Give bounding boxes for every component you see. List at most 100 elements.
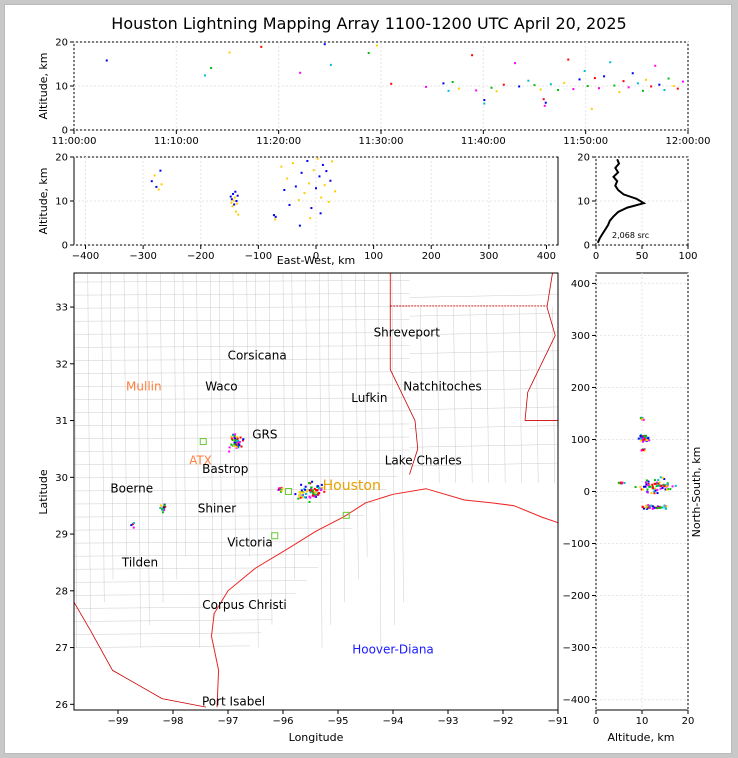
county-line — [73, 580, 307, 583]
county-line — [160, 272, 164, 603]
ew-tick-label: −100 — [245, 251, 272, 262]
altitude-tick-label: 0 — [62, 126, 68, 137]
parish-line — [535, 307, 539, 483]
county-line — [73, 593, 296, 596]
time-altitude-points — [105, 43, 684, 110]
source-point — [518, 85, 521, 88]
source-point — [661, 486, 664, 489]
longitude-tick-label: −99 — [107, 716, 128, 727]
lightning-source — [303, 496, 306, 499]
lightning-source — [311, 494, 314, 497]
lightning-source — [320, 488, 323, 491]
ew-altitude-panel: −400 −300 −200 −100 0 100 200 300 400 0 10 20 Altit… — [37, 153, 559, 267]
station-marker — [342, 511, 350, 519]
city-label: Houston — [323, 478, 381, 494]
source-point — [471, 54, 474, 57]
lightning-source — [301, 496, 304, 499]
source-point — [235, 200, 238, 202]
plan-view-xlabel: Longitude — [289, 731, 344, 744]
city-label: GRS — [252, 428, 277, 442]
lightning-source — [228, 446, 231, 449]
source-point — [280, 165, 283, 168]
source-point — [590, 107, 593, 110]
lightning-source — [311, 480, 314, 483]
lightning-source — [317, 486, 320, 489]
county-line — [73, 436, 410, 439]
source-point — [228, 51, 231, 54]
parish-line — [409, 462, 559, 467]
source-point — [160, 183, 163, 186]
lightning-source — [300, 483, 303, 486]
source-point — [315, 187, 317, 190]
source-point — [274, 218, 277, 221]
source-point — [651, 505, 654, 508]
source-point — [654, 482, 657, 485]
source-point — [665, 505, 668, 508]
lightning-source — [131, 523, 134, 526]
lightning-source — [160, 508, 163, 511]
county-line — [73, 462, 410, 466]
ew-altitude-ylabel: Altitude, km — [37, 167, 50, 234]
source-point — [539, 88, 542, 91]
source-point — [303, 192, 306, 195]
parish-line — [409, 350, 559, 354]
source-point — [652, 506, 655, 509]
source-point — [425, 85, 428, 88]
source-point — [645, 504, 648, 507]
lightning-source — [235, 441, 238, 444]
source-point — [578, 78, 581, 81]
source-point — [483, 99, 486, 102]
source-point — [658, 505, 661, 508]
source-point — [648, 506, 651, 509]
parish-line — [486, 307, 489, 483]
lightning-source — [323, 490, 326, 493]
parish-line — [420, 307, 423, 483]
lightning-source — [280, 489, 283, 492]
ns-tick-label: 200 — [571, 383, 590, 394]
source-point — [669, 488, 672, 491]
source-point — [475, 89, 478, 92]
longitude-tick-label: −91 — [547, 716, 568, 727]
city-labels: Shreveport Corsicana Natchitoches Mullin Wac… — [110, 326, 481, 709]
source-point — [644, 485, 647, 488]
station-marker — [199, 438, 207, 446]
lightning-source — [308, 495, 311, 498]
source-point — [651, 507, 654, 510]
source-point — [656, 505, 659, 508]
ns-altitude-ticks: 0 10 20 −400 −300 −200 −100 0 100 200 300 400 — [563, 279, 695, 727]
source-point — [653, 482, 656, 485]
source-point — [490, 86, 493, 89]
source-point — [542, 98, 545, 101]
lightning-source — [241, 439, 244, 442]
source-point — [236, 194, 239, 197]
plan-view-points — [130, 433, 326, 529]
source-point — [658, 83, 661, 86]
altitude-histogram-line — [596, 158, 647, 244]
source-point — [321, 163, 324, 166]
lightning-source — [308, 500, 311, 503]
source-point — [661, 506, 664, 509]
lightning-source — [280, 490, 283, 493]
source-point — [234, 190, 237, 193]
lightning-source — [230, 437, 233, 440]
latitude-tick-label: 30 — [55, 473, 68, 484]
county-line — [218, 272, 223, 603]
parish-line — [409, 331, 559, 336]
lightning-source — [314, 491, 317, 494]
source-point — [310, 207, 313, 210]
source-point — [641, 488, 644, 491]
longitude-tick-label: −92 — [492, 716, 513, 727]
source-point — [583, 70, 586, 73]
county-line — [173, 272, 178, 580]
source-point — [647, 437, 650, 440]
source-point — [320, 196, 323, 199]
source-point — [645, 505, 648, 508]
parish-line — [409, 425, 559, 429]
source-point — [639, 439, 642, 442]
lightning-source — [130, 524, 133, 527]
source-point — [671, 485, 674, 488]
county-line — [73, 319, 410, 322]
source-point — [656, 506, 659, 509]
altitude-tick-label: 10 — [55, 197, 68, 208]
